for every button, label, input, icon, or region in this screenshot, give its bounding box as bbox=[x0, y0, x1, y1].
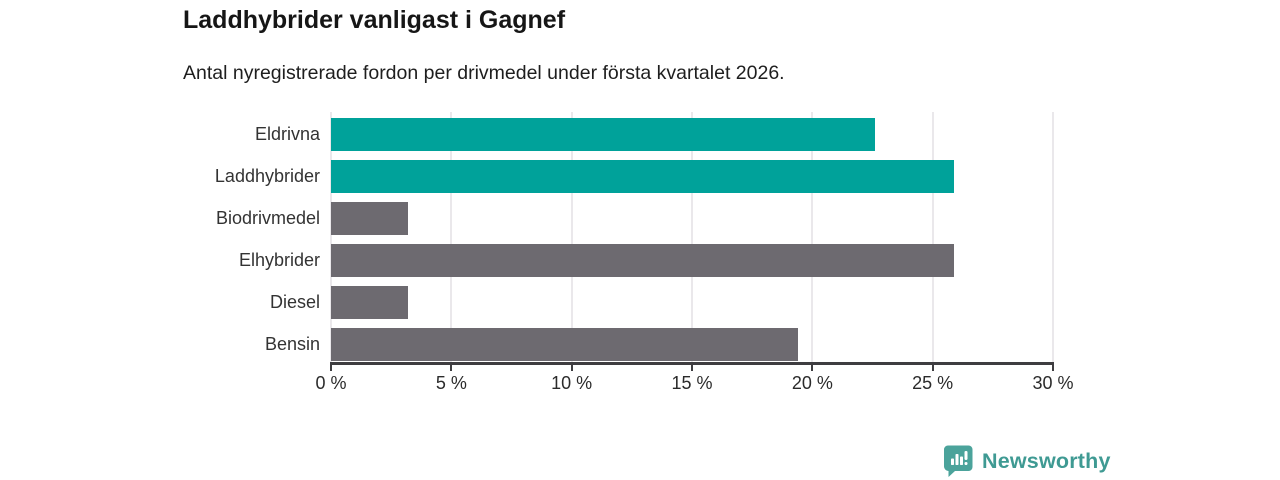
x-tick-label-15: 15 % bbox=[671, 373, 713, 393]
x-axis-line bbox=[330, 362, 1054, 365]
newsworthy-bar-chart-bubble-icon bbox=[944, 445, 973, 477]
category-label-laddhybrider: Laddhybrider bbox=[214, 166, 320, 186]
gridline-25 bbox=[931, 112, 934, 363]
x-tick-label-0: 0 % bbox=[315, 373, 347, 393]
gridline-20 bbox=[811, 112, 814, 363]
x-axis-tick-10 bbox=[570, 365, 573, 371]
category-label-bensin: Bensin bbox=[264, 334, 320, 354]
gridline-10 bbox=[570, 112, 573, 363]
category-label-diesel: Diesel bbox=[269, 292, 320, 312]
x-tick-label-5: 5 % bbox=[435, 373, 467, 393]
chart-subtitle: Antal nyregistrerade fordon per drivmede… bbox=[183, 62, 785, 84]
x-axis-tick-0 bbox=[330, 365, 332, 371]
category-label-eldrivna: Eldrivna bbox=[254, 124, 320, 144]
x-axis-tick-5 bbox=[450, 365, 453, 371]
bar-elhybrider bbox=[331, 244, 955, 277]
newsworthy-logo: Newsworthy bbox=[944, 444, 1111, 478]
x-axis-tick-30 bbox=[1052, 365, 1054, 371]
chart-title: Laddhybrider vanligast i Gagnef bbox=[183, 6, 566, 34]
category-label-elhybrider: Elhybrider bbox=[238, 250, 320, 270]
gridline-15 bbox=[691, 112, 693, 363]
x-tick-label-20: 20 % bbox=[791, 373, 833, 393]
x-axis-tick-20 bbox=[811, 365, 814, 371]
brand-name: Newsworthy bbox=[982, 448, 1111, 473]
bar-laddhybrider bbox=[331, 160, 955, 193]
gridline-30 bbox=[1052, 112, 1054, 363]
x-tick-label-25: 25 % bbox=[912, 373, 954, 393]
bar-diesel bbox=[331, 286, 408, 319]
x-axis-tick-15 bbox=[691, 365, 693, 371]
x-tick-label-10: 10 % bbox=[551, 373, 593, 393]
x-tick-label-30: 30 % bbox=[1032, 373, 1074, 393]
bar-bensin bbox=[331, 328, 798, 361]
category-label-biodrivmedel: Biodrivmedel bbox=[215, 208, 320, 228]
bar-biodrivmedel bbox=[331, 202, 408, 235]
plot-area bbox=[330, 112, 1054, 363]
gridline-0 bbox=[330, 112, 332, 363]
gridline-5 bbox=[450, 112, 453, 363]
bar-eldrivna bbox=[331, 118, 875, 151]
x-axis-tick-25 bbox=[931, 365, 934, 371]
